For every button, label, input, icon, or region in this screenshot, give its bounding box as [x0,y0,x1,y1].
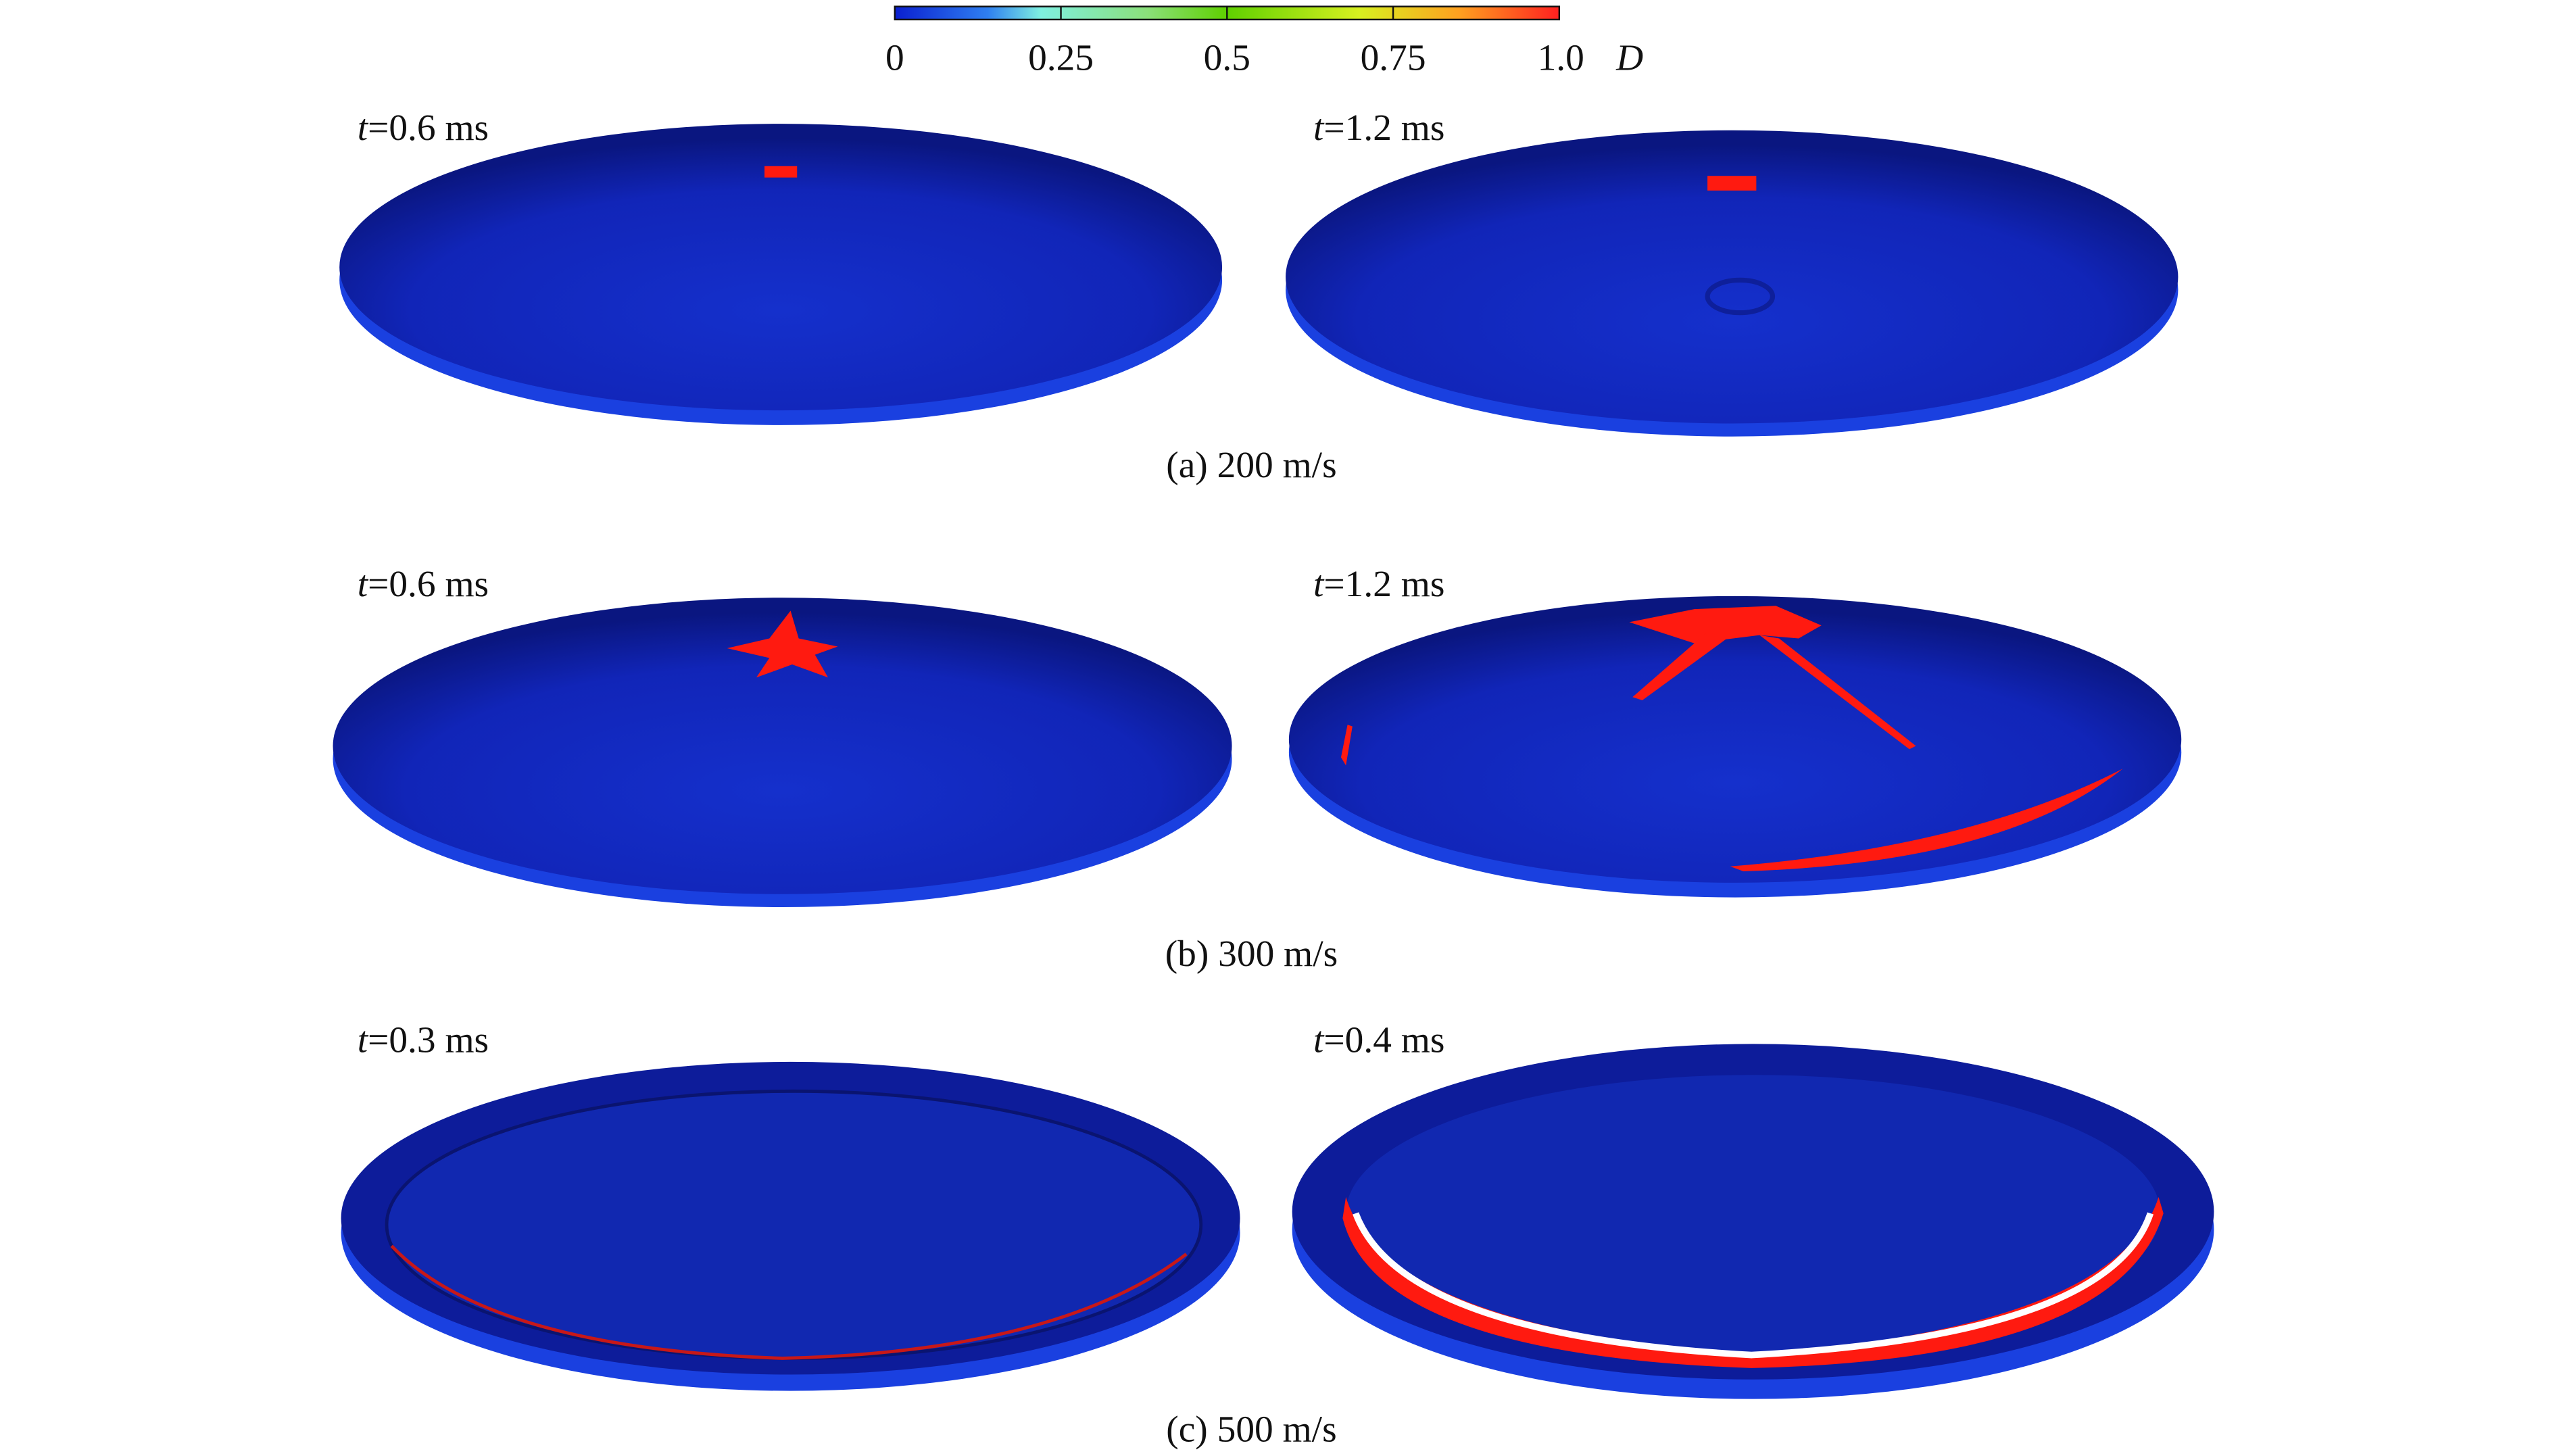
damage-region [764,166,798,178]
time-label: t=1.2 ms [1313,107,1444,148]
colorbar-tick-label: 0.5 [1204,37,1250,78]
failure-band [1353,1212,2154,1359]
time-label: t=0.4 ms [1313,1019,1444,1060]
plate-render [1288,596,2182,898]
time-label: t=0.6 ms [358,107,489,148]
colorbar-tick-label: 1.0 [1538,37,1584,78]
time-label: t=0.3 ms [358,1019,489,1060]
plate-render [339,124,1223,425]
panel-c: t=0.3 ms t=0.4 ms (c) 500 m/s [341,1019,2214,1449]
colorbar-tick-label: 0.25 [1028,37,1094,78]
panel-caption: (a) 200 m/s [1166,444,1336,485]
time-label: t=1.2 ms [1313,563,1444,604]
panel-b: t=0.6 ms t=1.2 ms (b) 300 m/s [333,563,2182,974]
plate-render [341,1061,1240,1391]
damage-region [727,610,838,678]
plate-render [333,598,1232,908]
panel-caption: (b) 300 m/s [1165,933,1338,974]
plate-render [1292,1044,2214,1399]
damage-region [1707,176,1757,191]
damage-region [1340,606,2123,872]
colorbar-variable-label: D [1615,37,1643,78]
colorbar-tick-label: 0 [885,37,904,78]
colorbar: 0 0.25 0.5 0.75 1.0 D [885,5,1643,78]
panel-caption: (c) 500 m/s [1166,1408,1336,1449]
damage-region [390,1244,1188,1360]
time-label: t=0.6 ms [358,563,489,604]
plate-render [1286,130,2179,437]
colorbar-tick-label: 0.75 [1361,37,1426,78]
panel-a: t=0.6 ms t=1.2 ms (a) 200 m/s [339,107,2179,485]
